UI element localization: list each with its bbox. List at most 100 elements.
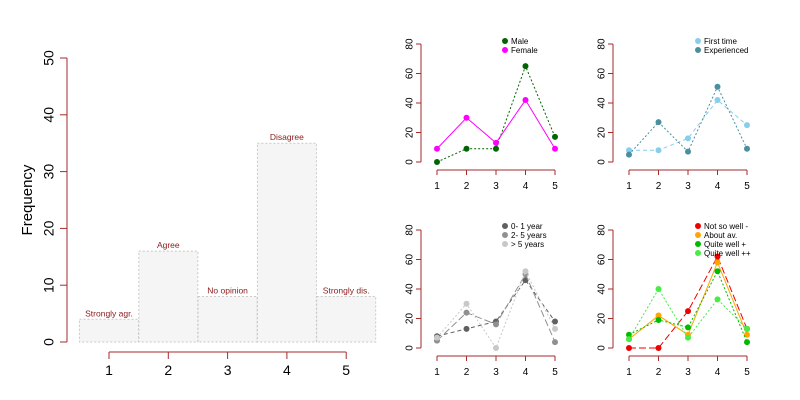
y-tick-label: 40 bbox=[597, 283, 608, 295]
data-point bbox=[714, 296, 721, 303]
data-point bbox=[714, 259, 721, 266]
data-point bbox=[493, 345, 499, 351]
data-point bbox=[626, 345, 632, 351]
bar-label: No opinion bbox=[207, 286, 248, 296]
x-tick-label: 5 bbox=[744, 181, 750, 192]
y-tick-label: 0 bbox=[597, 159, 608, 165]
data-point bbox=[655, 286, 662, 292]
data-point bbox=[714, 253, 721, 260]
data-point bbox=[685, 308, 691, 315]
x-tick-label: 2 bbox=[464, 181, 470, 192]
y-tick-label: 20 bbox=[41, 220, 57, 236]
x-tick-label: 5 bbox=[552, 367, 558, 378]
data-point bbox=[434, 145, 440, 152]
x-tick-label: 4 bbox=[715, 367, 721, 378]
series-line bbox=[436, 273, 556, 343]
data-point bbox=[744, 331, 750, 338]
bar-label: Agree bbox=[157, 240, 180, 250]
data-point bbox=[714, 83, 721, 90]
legend-marker bbox=[502, 241, 508, 247]
data-point bbox=[744, 145, 750, 152]
data-point bbox=[626, 147, 632, 154]
y-tick-label: 40 bbox=[405, 97, 416, 109]
y-tick-label: 20 bbox=[405, 313, 416, 325]
x-tick-label: 1 bbox=[434, 181, 440, 192]
y-tick-label: 20 bbox=[405, 127, 416, 139]
legend-marker bbox=[502, 223, 508, 229]
legend-label: Quite well + bbox=[704, 240, 746, 249]
legend-marker bbox=[695, 241, 701, 247]
y-tick-label: 60 bbox=[597, 254, 608, 266]
data-point bbox=[714, 268, 721, 275]
data-point bbox=[655, 312, 662, 319]
data-point bbox=[463, 309, 470, 316]
data-point bbox=[522, 97, 529, 104]
data-point bbox=[493, 321, 499, 328]
x-tick-label: 3 bbox=[493, 181, 499, 192]
x-tick-label: 2 bbox=[656, 181, 662, 192]
y-axis-label: Frequency bbox=[19, 164, 36, 235]
y-tick-label: 80 bbox=[405, 224, 416, 236]
x-tick-label: 1 bbox=[626, 367, 632, 378]
series-line bbox=[629, 99, 748, 151]
y-tick-label: 60 bbox=[597, 68, 608, 80]
y-tick-label: 0 bbox=[405, 345, 416, 351]
data-point bbox=[552, 339, 558, 346]
legend-marker bbox=[695, 47, 701, 53]
y-tick-label: 20 bbox=[597, 313, 608, 325]
bar-label: Disagree bbox=[270, 132, 304, 142]
x-tick-label: 5 bbox=[552, 181, 558, 192]
data-point bbox=[434, 334, 440, 341]
data-point bbox=[714, 97, 721, 104]
data-point bbox=[655, 147, 662, 154]
x-tick-label: 4 bbox=[523, 181, 529, 192]
legend-label: About av. bbox=[704, 231, 737, 240]
data-point bbox=[493, 145, 499, 152]
x-tick-label: 1 bbox=[626, 181, 632, 192]
data-point bbox=[744, 325, 750, 332]
data-point bbox=[434, 159, 440, 165]
data-point bbox=[655, 316, 662, 323]
data-point bbox=[685, 135, 691, 142]
data-point bbox=[463, 300, 470, 307]
data-point bbox=[522, 63, 529, 70]
y-tick-label: 80 bbox=[597, 224, 608, 236]
x-tick-label: 5 bbox=[342, 362, 350, 378]
y-tick-label: 0 bbox=[405, 159, 416, 165]
bar bbox=[316, 296, 377, 343]
data-point bbox=[744, 122, 750, 129]
data-point bbox=[463, 325, 470, 332]
data-point bbox=[552, 145, 558, 152]
legend-label: Female bbox=[511, 46, 538, 55]
y-tick-label: 10 bbox=[41, 277, 57, 293]
data-point bbox=[655, 345, 662, 351]
series-line bbox=[436, 279, 556, 337]
x-tick-label: 2 bbox=[464, 367, 470, 378]
bar-label: Strongly agr. bbox=[85, 308, 133, 318]
legend-label: 2- 5 years bbox=[511, 231, 547, 240]
legend-label: Quite well ++ bbox=[704, 249, 751, 258]
y-tick-label: 50 bbox=[41, 50, 57, 66]
legend-label: > 5 years bbox=[511, 240, 544, 249]
y-tick-label: 40 bbox=[597, 97, 608, 109]
y-tick-label: 20 bbox=[597, 127, 608, 139]
x-tick-label: 5 bbox=[744, 367, 750, 378]
series-line bbox=[628, 288, 748, 340]
data-point bbox=[552, 133, 558, 140]
data-point bbox=[522, 268, 529, 275]
bar bbox=[138, 250, 199, 343]
data-point bbox=[685, 148, 691, 155]
legend-marker bbox=[502, 38, 508, 44]
y-tick-label: 40 bbox=[41, 107, 57, 123]
legend-marker bbox=[695, 250, 701, 256]
data-point bbox=[626, 331, 632, 338]
legend-marker bbox=[695, 38, 701, 44]
data-point bbox=[685, 334, 691, 341]
legend-marker bbox=[695, 223, 701, 229]
data-point bbox=[463, 114, 470, 121]
bar bbox=[79, 318, 139, 343]
x-tick-label: 3 bbox=[224, 362, 232, 378]
